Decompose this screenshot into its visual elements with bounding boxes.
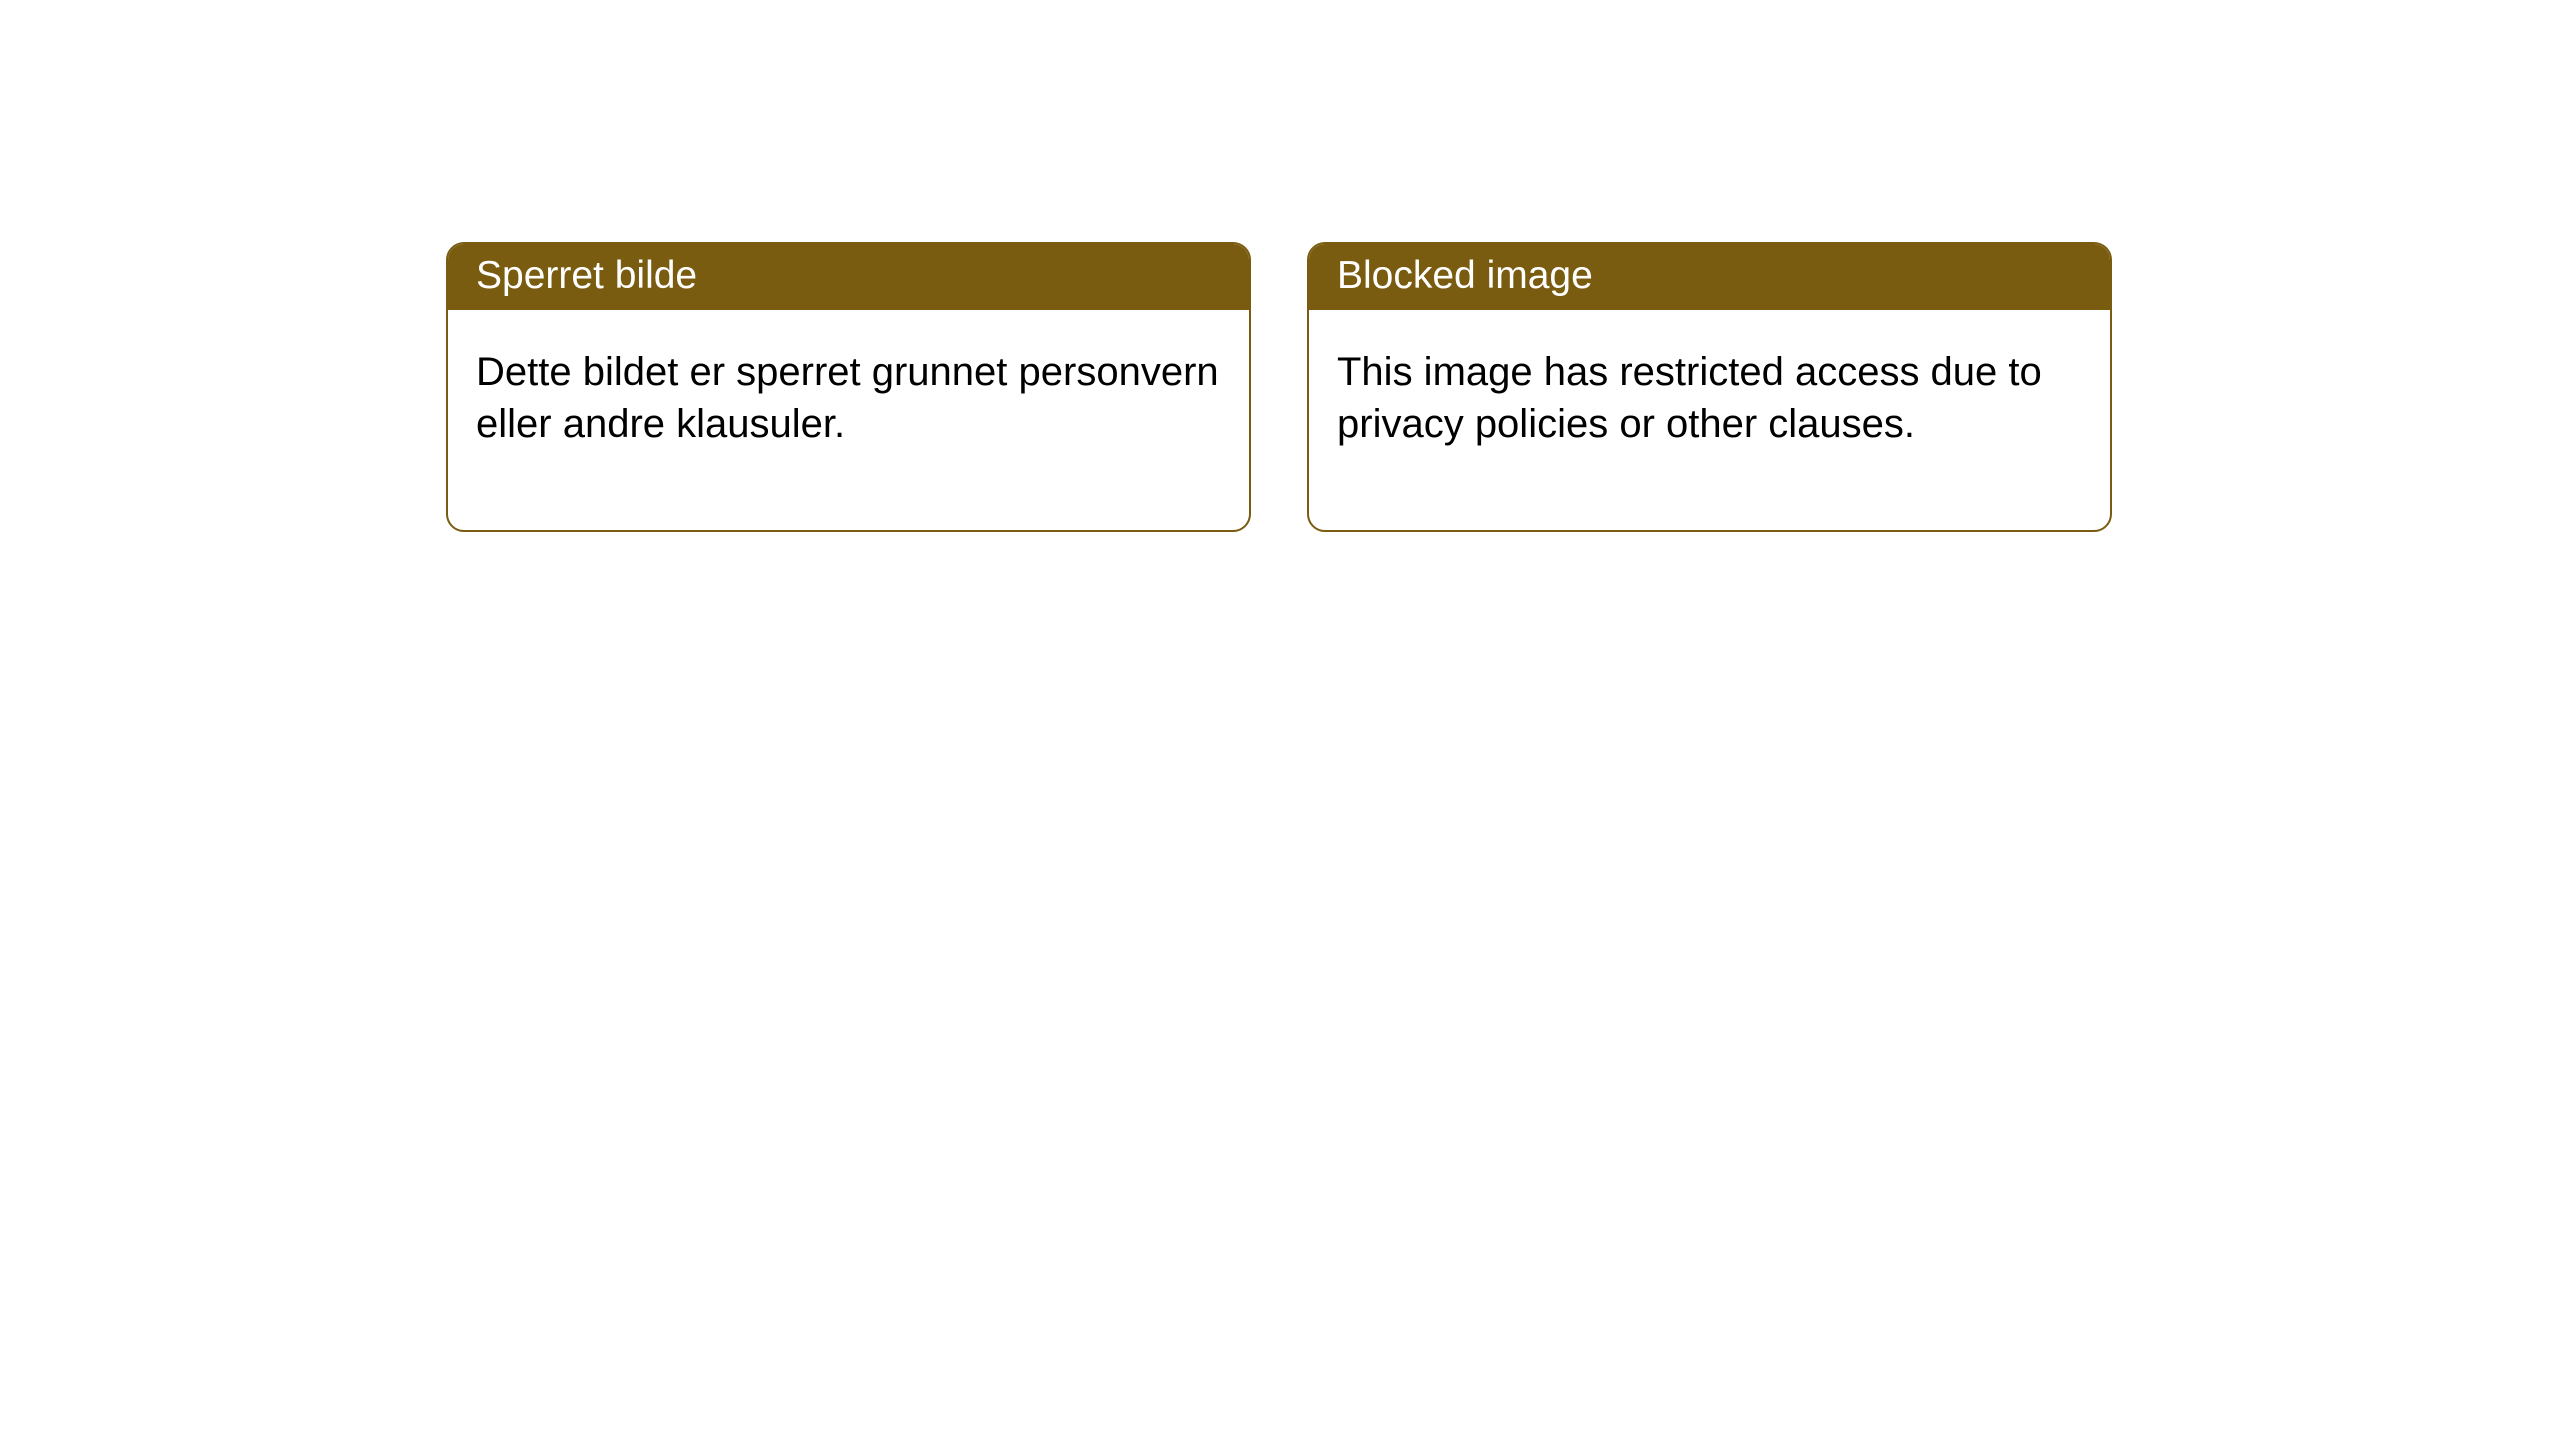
notice-card-en: Blocked image This image has restricted …: [1307, 242, 2112, 532]
card-header-no: Sperret bilde: [448, 244, 1249, 310]
card-body-no: Dette bildet er sperret grunnet personve…: [448, 310, 1249, 530]
notice-container: Sperret bilde Dette bildet er sperret gr…: [0, 0, 2560, 532]
card-body-en: This image has restricted access due to …: [1309, 310, 2110, 530]
notice-card-no: Sperret bilde Dette bildet er sperret gr…: [446, 242, 1251, 532]
card-header-en: Blocked image: [1309, 244, 2110, 310]
